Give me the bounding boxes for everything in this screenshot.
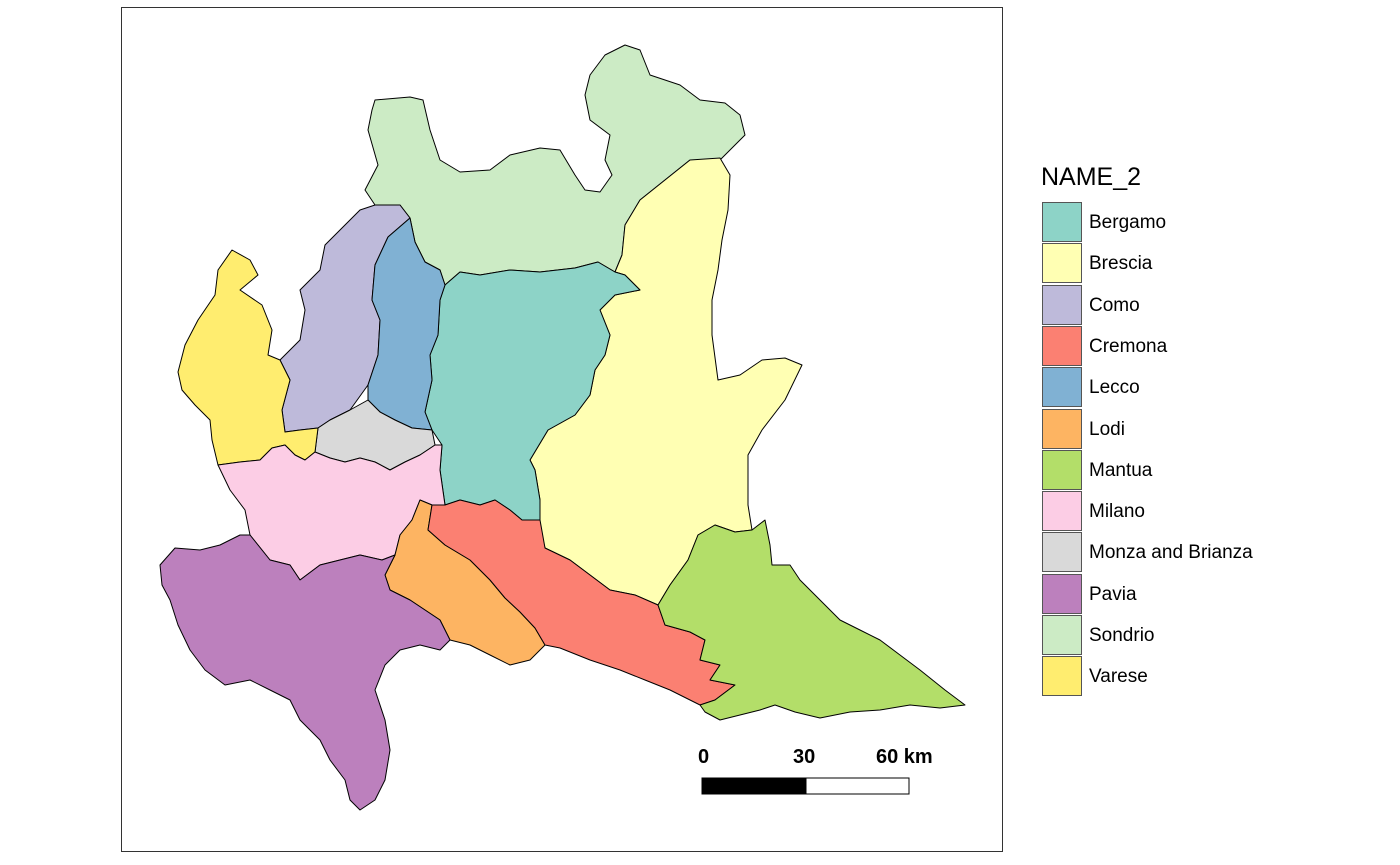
legend-swatch	[1042, 573, 1082, 614]
legend-label: Monza and Brianza	[1089, 542, 1253, 564]
legend-label: Mantua	[1089, 459, 1153, 481]
legend-label: Sondrio	[1089, 625, 1155, 646]
legend-label: Brescia	[1089, 253, 1153, 275]
legend-item: Como	[1042, 284, 1302, 325]
legend-label: Como	[1089, 294, 1140, 316]
scale-label-30: 30	[793, 746, 816, 768]
legend-swatch	[1042, 367, 1082, 408]
legend-item: Lecco	[1042, 367, 1302, 408]
legend-item: Pavia	[1042, 573, 1302, 614]
legend-item: Sondrio	[1042, 615, 1302, 655]
legend-swatch	[1042, 202, 1082, 242]
map-panel	[121, 7, 1003, 852]
legend-title: NAME_2	[1041, 163, 1142, 191]
legend-label: Varese	[1089, 666, 1148, 688]
region-mantua[interactable]	[657, 519, 966, 721]
legend-item: Mantua	[1042, 449, 1302, 490]
legend-item: Bergamo	[1042, 202, 1302, 242]
legend-label: Pavia	[1089, 583, 1137, 605]
legend-label: Bergamo	[1089, 212, 1167, 233]
legend-item: Monza and Brianza	[1042, 532, 1302, 573]
legend-swatch	[1042, 532, 1082, 573]
legend-swatch	[1042, 325, 1082, 366]
legend-item: Milano	[1042, 491, 1302, 532]
region-lecco[interactable]	[367, 217, 446, 431]
legend-label: Cremona	[1089, 335, 1168, 357]
legend-label: Lecco	[1089, 377, 1140, 399]
legend-swatch	[1042, 408, 1082, 449]
scale-bar	[701, 777, 910, 795]
legend-swatch	[1042, 615, 1082, 655]
scale-label-0: 0	[698, 746, 710, 768]
legend-swatch	[1042, 491, 1082, 532]
scale-label-60-km: 60 km	[876, 746, 933, 768]
legend-item: Varese	[1042, 656, 1302, 697]
legend-item: Brescia	[1042, 243, 1302, 284]
legend-item: Lodi	[1042, 408, 1302, 449]
legend-label: Lodi	[1089, 418, 1125, 440]
legend-swatch	[1042, 656, 1082, 697]
legend-swatch	[1042, 449, 1082, 490]
legend-swatch	[1042, 243, 1082, 284]
legend-swatch	[1042, 284, 1082, 325]
region-pavia[interactable]	[159, 534, 451, 811]
legend-item: Cremona	[1042, 325, 1302, 366]
legend-label: Milano	[1089, 501, 1145, 523]
